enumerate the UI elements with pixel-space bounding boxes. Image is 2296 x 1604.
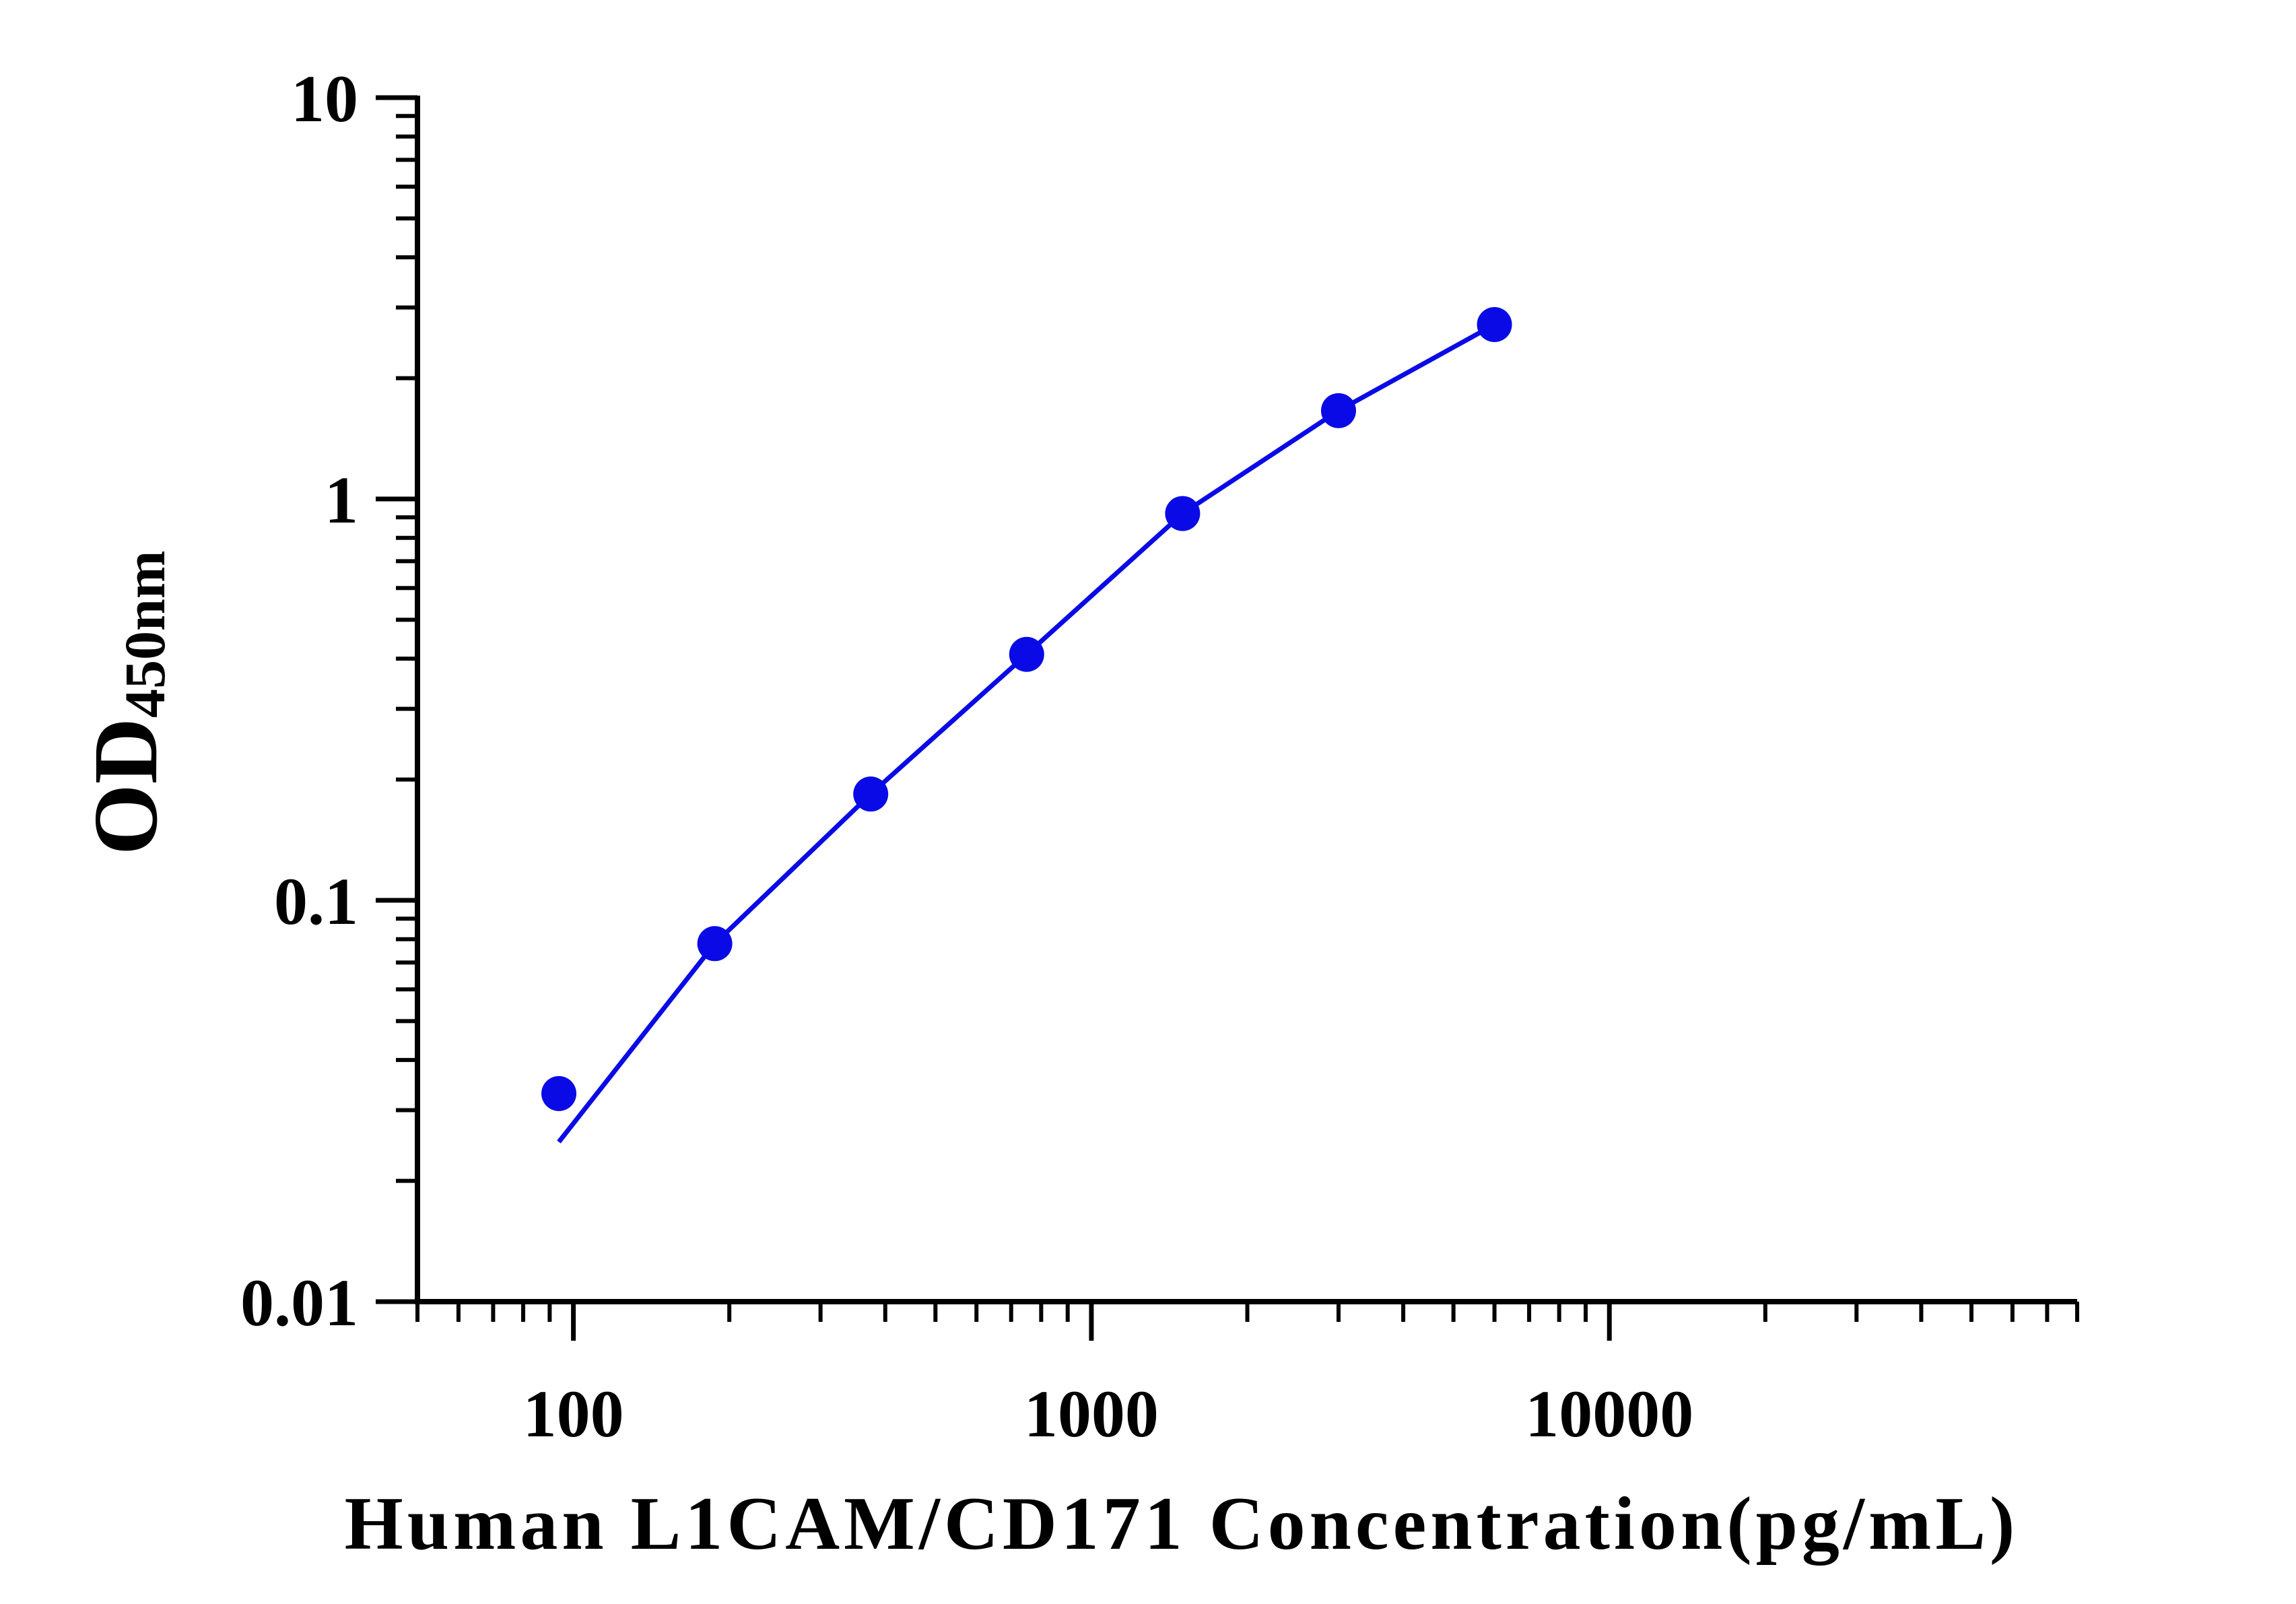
y-axis-title: OD450nm xyxy=(75,551,177,855)
data-point xyxy=(1165,496,1201,531)
data-point xyxy=(1009,636,1044,672)
data-point xyxy=(853,776,889,812)
y-axis-title-main: OD xyxy=(75,718,176,855)
fit-curve-line xyxy=(557,322,1496,1143)
tick-labels: 10 1 0.1 0.01 100 1000 10000 xyxy=(240,61,1693,1451)
y-axis-title-subscript: 450nm xyxy=(112,551,177,718)
data-point xyxy=(1320,393,1356,428)
x-axis-title: Human L1CAM/CD171 Concentration(pg/mL) xyxy=(345,1482,2019,1566)
x-tick-label: 100 xyxy=(523,1376,624,1451)
data-point xyxy=(541,1075,577,1111)
y-tick-label: 1 xyxy=(325,463,358,537)
axes xyxy=(415,96,2077,1304)
y-tick-label: 10 xyxy=(291,61,358,136)
data-point xyxy=(697,926,733,962)
data-point xyxy=(1477,306,1512,342)
data-points xyxy=(541,306,1512,1111)
y-tick-label: 0.01 xyxy=(240,1265,358,1340)
x-tick-label: 1000 xyxy=(1024,1376,1159,1451)
y-tick-label: 0.1 xyxy=(274,864,358,939)
axis-ticks xyxy=(376,95,2079,1341)
x-tick-label: 10000 xyxy=(1525,1376,1693,1451)
